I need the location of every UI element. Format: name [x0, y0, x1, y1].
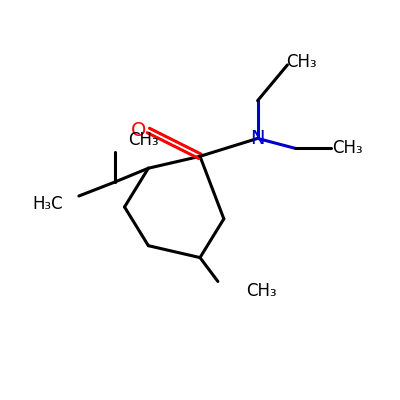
Text: CH₃: CH₃ [286, 53, 317, 71]
Text: N: N [250, 129, 265, 148]
Text: H₃C: H₃C [32, 195, 63, 213]
Text: CH₃: CH₃ [128, 132, 159, 150]
Text: CH₃: CH₃ [332, 139, 362, 157]
Text: CH₃: CH₃ [246, 282, 276, 300]
Text: O: O [131, 121, 146, 140]
